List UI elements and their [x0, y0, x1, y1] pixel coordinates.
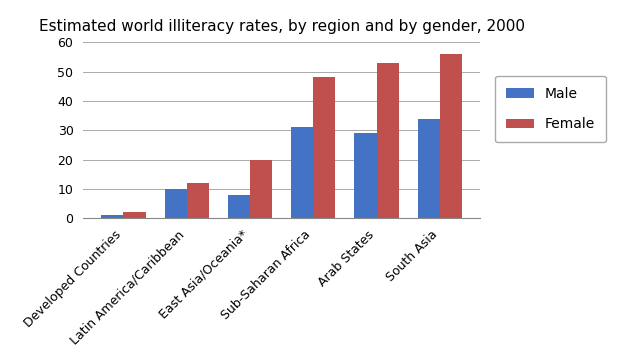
Bar — [376, 63, 399, 218]
Bar — [124, 212, 145, 218]
Bar — [313, 77, 335, 218]
Bar — [291, 127, 313, 218]
Title: Estimated world illiteracy rates, by region and by gender, 2000: Estimated world illiteracy rates, by reg… — [38, 19, 525, 34]
Bar — [187, 183, 209, 218]
Legend: Male, Female: Male, Female — [495, 76, 606, 143]
Bar — [250, 159, 272, 218]
Bar — [101, 215, 124, 218]
Bar — [440, 54, 462, 218]
Bar — [228, 195, 250, 218]
Bar — [418, 119, 440, 218]
Bar — [355, 133, 376, 218]
Bar — [164, 189, 187, 218]
